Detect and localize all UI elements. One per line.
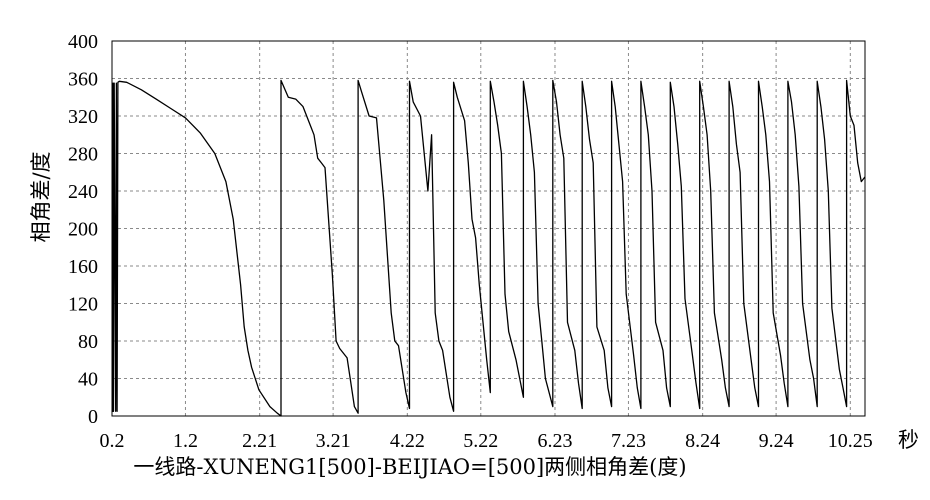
- x-tick-label: 7.23: [611, 430, 646, 452]
- x-tick-label: 3.21: [316, 430, 351, 452]
- series-layer: [112, 79, 866, 417]
- x-tick-label: 4.22: [390, 430, 425, 452]
- x-tick-label: 6.23: [537, 430, 572, 452]
- x-tick-label: 9.24: [759, 430, 794, 452]
- x-tick-label: 8.24: [685, 430, 720, 452]
- x-tick-label: 5.22: [463, 430, 498, 452]
- x-tick-label: 2.21: [242, 430, 277, 452]
- y-tick-label: 240: [68, 181, 98, 203]
- y-tick-label: 160: [68, 256, 98, 278]
- y-tick-label: 360: [68, 69, 98, 91]
- x-axis-unit-label: 秒: [898, 428, 919, 452]
- x-tick-label: 10.25: [828, 430, 873, 452]
- gridlines: [112, 41, 865, 416]
- y-tick-label: 80: [78, 331, 98, 353]
- x-tick-label: 0.2: [100, 430, 125, 452]
- y-tick-label: 0: [88, 406, 98, 428]
- y-tick-label: 200: [68, 219, 98, 241]
- y-tick-label: 400: [68, 31, 98, 53]
- x-axis-ticks: 0.2 1.2 2.21 3.21 4.22 5.22 6.23 7.23 8.24 9.24 10…: [100, 430, 873, 452]
- y-tick-label: 120: [68, 294, 98, 316]
- y-tick-label: 40: [78, 369, 98, 391]
- y-axis-ticks: 0 40 80 120 160 200 240 280 320 360 400: [68, 31, 98, 428]
- series-line: [112, 79, 866, 417]
- y-axis-title: 相角差/度: [29, 151, 53, 242]
- y-tick-label: 280: [68, 144, 98, 166]
- x-axis-title: 一线路-XUNENG1[500]-BEIJIAO=[500]两侧相角差(度): [133, 455, 686, 479]
- x-tick-label: 1.2: [173, 430, 198, 452]
- y-tick-label: 320: [68, 106, 98, 128]
- plot-frame: [111, 40, 866, 417]
